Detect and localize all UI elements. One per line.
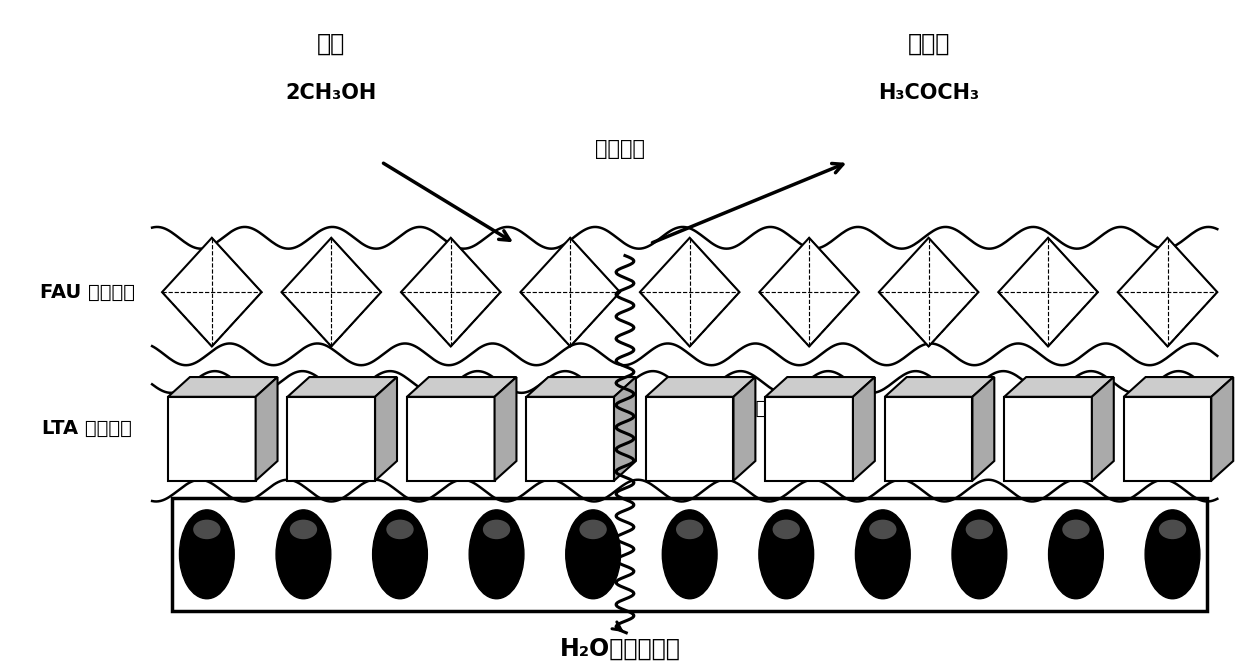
Polygon shape	[1092, 377, 1114, 481]
Text: FAU 分子筛膜: FAU 分子筛膜	[40, 282, 135, 302]
Ellipse shape	[1145, 510, 1199, 599]
Polygon shape	[281, 238, 382, 346]
Text: 2CH₃OH: 2CH₃OH	[286, 83, 377, 103]
FancyBboxPatch shape	[1124, 397, 1212, 481]
Ellipse shape	[965, 519, 994, 539]
Polygon shape	[162, 238, 261, 346]
Text: LTA 分子筛膜: LTA 分子筛膜	[42, 419, 133, 438]
Text: H₃COCH₃: H₃COCH₃	[878, 83, 979, 103]
Polygon shape	[255, 377, 278, 481]
Bar	[172, 498, 1207, 611]
Polygon shape	[766, 377, 875, 397]
Text: 甲醇: 甲醇	[317, 31, 346, 55]
FancyBboxPatch shape	[766, 397, 852, 481]
Ellipse shape	[952, 510, 1007, 599]
Polygon shape	[1005, 377, 1114, 397]
Polygon shape	[520, 238, 620, 346]
Polygon shape	[885, 377, 995, 397]
Ellipse shape	[180, 510, 234, 599]
Polygon shape	[1118, 238, 1217, 346]
Ellipse shape	[758, 510, 814, 599]
Ellipse shape	[276, 510, 331, 599]
Ellipse shape	[483, 519, 510, 539]
Ellipse shape	[869, 519, 897, 539]
FancyBboxPatch shape	[169, 397, 255, 481]
Text: 催化反应: 催化反应	[595, 139, 646, 159]
Ellipse shape	[663, 510, 717, 599]
FancyBboxPatch shape	[1005, 397, 1092, 481]
FancyBboxPatch shape	[885, 397, 973, 481]
FancyBboxPatch shape	[527, 397, 615, 481]
Polygon shape	[639, 238, 740, 346]
Text: H₂O（水蕉气）: H₂O（水蕉气）	[560, 637, 680, 661]
Polygon shape	[760, 238, 859, 346]
Polygon shape	[615, 377, 636, 481]
Ellipse shape	[855, 510, 911, 599]
Polygon shape	[406, 377, 517, 397]
Ellipse shape	[773, 519, 800, 539]
Polygon shape	[1124, 377, 1233, 397]
Ellipse shape	[1048, 510, 1103, 599]
Polygon shape	[733, 377, 756, 481]
Polygon shape	[999, 238, 1098, 346]
FancyBboxPatch shape	[646, 397, 733, 481]
Ellipse shape	[566, 510, 621, 599]
Polygon shape	[169, 377, 278, 397]
Polygon shape	[494, 377, 517, 481]
Ellipse shape	[580, 519, 607, 539]
Polygon shape	[852, 377, 875, 481]
Polygon shape	[401, 238, 501, 346]
Ellipse shape	[193, 519, 221, 539]
Polygon shape	[646, 377, 756, 397]
Polygon shape	[973, 377, 995, 481]
Polygon shape	[527, 377, 636, 397]
FancyBboxPatch shape	[287, 397, 375, 481]
Polygon shape	[1212, 377, 1233, 481]
Ellipse shape	[676, 519, 704, 539]
Text: 膜分离: 膜分离	[732, 399, 767, 418]
FancyBboxPatch shape	[406, 397, 494, 481]
Polygon shape	[287, 377, 396, 397]
Polygon shape	[375, 377, 396, 481]
Ellipse shape	[290, 519, 317, 539]
Ellipse shape	[1062, 519, 1089, 539]
Text: 二甲醚: 二甲醚	[907, 31, 950, 55]
Ellipse shape	[387, 519, 414, 539]
Ellipse shape	[1158, 519, 1186, 539]
Ellipse shape	[470, 510, 524, 599]
Polygon shape	[878, 238, 979, 346]
Ellipse shape	[373, 510, 427, 599]
